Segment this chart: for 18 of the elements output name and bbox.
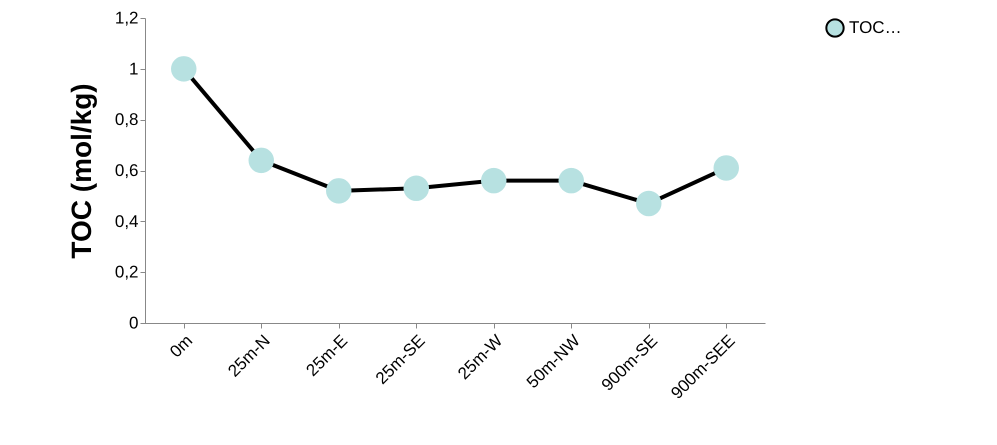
legend-label: TOC… [849,18,902,37]
y-tick-label: 1,2 [114,8,138,28]
point [404,176,429,202]
point [481,168,506,194]
y-tick-label: 0,2 [114,262,138,282]
y-tick-label: 0,6 [114,161,138,180]
point [171,56,196,82]
x-tick-label: 0m [166,331,196,362]
y-tick-label: 0 [129,314,138,332]
y-tick-label: 0,4 [114,212,138,231]
y-tick-label: 0,8 [114,110,138,130]
y-tick-label: 1 [129,59,138,78]
point [714,155,739,181]
point [558,168,584,194]
point [248,148,274,174]
point [326,178,352,204]
y-axis-title: TOC (mol/kg) [66,83,97,259]
point [636,190,662,216]
